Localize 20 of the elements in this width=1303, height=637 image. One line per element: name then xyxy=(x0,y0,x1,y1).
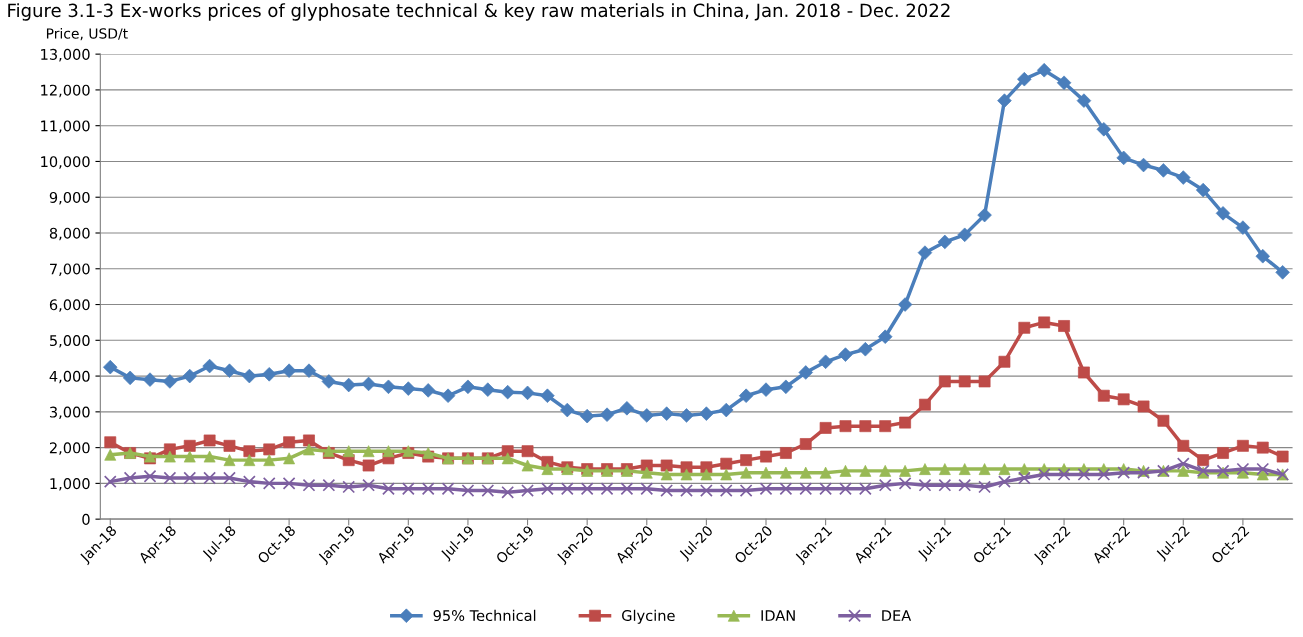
y-tick-label: 10,000 xyxy=(41,156,90,169)
legend-label: Glycine xyxy=(622,609,675,624)
y-tick-label: 0 xyxy=(82,513,90,525)
legend-label: IDAN xyxy=(761,610,795,621)
y-tick-label: 6,000 xyxy=(49,299,90,312)
y-axis-title: Price, USD/t xyxy=(46,27,128,41)
y-tick-label: 2,000 xyxy=(49,442,90,455)
legend-label: 95% Technical xyxy=(433,609,536,622)
y-tick-label: 13,000 xyxy=(41,48,90,62)
chart-title: Figure 3.1-3 Ex-works prices of glyphosate technical & key raw materials in China, Jan. 2018 - Dec. 2022 xyxy=(8,3,950,21)
y-tick-label: 1,000 xyxy=(50,478,90,491)
y-tick-label: 9,000 xyxy=(49,191,90,205)
y-tick-label: 4,000 xyxy=(49,370,90,384)
y-tick-label: 11,000 xyxy=(41,120,90,133)
y-tick-label: 8,000 xyxy=(49,227,90,241)
y-tick-label: 5,000 xyxy=(49,335,90,348)
y-tick-label: 7,000 xyxy=(50,263,90,276)
legend-label: DEA xyxy=(882,610,912,621)
y-tick-label: 12,000 xyxy=(41,84,90,98)
y-tick-label: 3,000 xyxy=(49,406,90,420)
